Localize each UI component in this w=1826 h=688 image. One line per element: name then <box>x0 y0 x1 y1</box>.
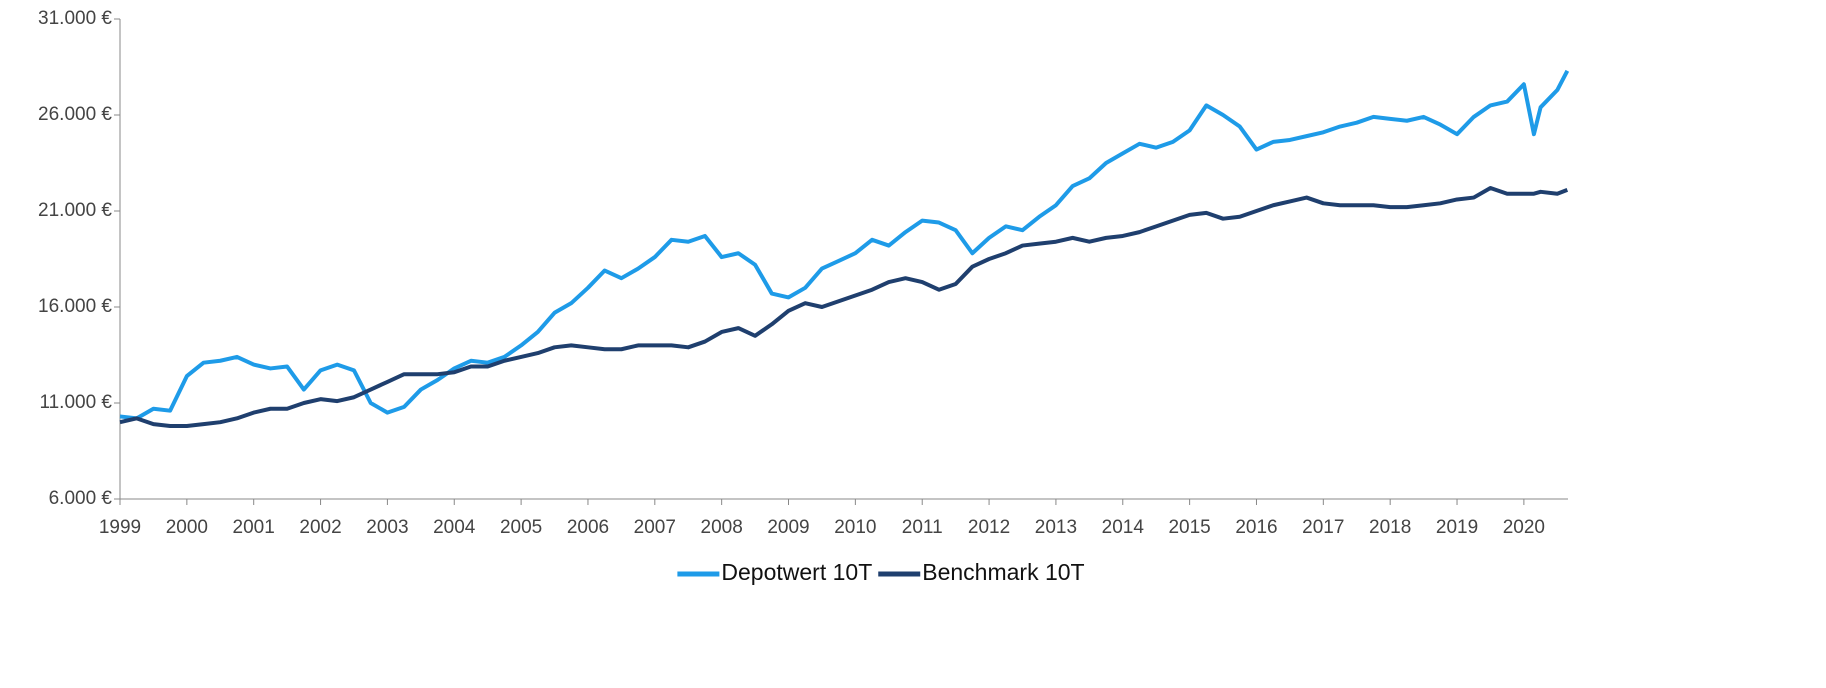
x-tick-label: 2008 <box>701 517 743 538</box>
x-tick-label: 2007 <box>634 517 676 538</box>
y-tick-label: 16.000 € <box>38 296 112 317</box>
x-tick-label: 2015 <box>1168 517 1210 538</box>
y-tick-label: 26.000 € <box>38 104 112 125</box>
legend: Depotwert 10T Benchmark 10T <box>677 559 1085 585</box>
x-tick-label: 2006 <box>567 517 609 538</box>
x-tick-label: 2018 <box>1369 517 1411 538</box>
x-tick-label: 2016 <box>1235 517 1277 538</box>
series-line <box>119 69 1570 421</box>
x-tick-label: 2010 <box>834 517 876 538</box>
x-tick-label: 2011 <box>902 517 943 538</box>
y-tick-label: 6.000 € <box>49 488 113 509</box>
y-tick-label: 11.000 € <box>39 392 112 413</box>
x-tick-label: 2020 <box>1503 517 1545 538</box>
legend-label: Depotwert 10T <box>721 559 872 585</box>
x-tick-label: 2012 <box>968 517 1010 538</box>
x-tick-label: 2001 <box>233 517 275 538</box>
x-tick-label: 2005 <box>500 517 542 538</box>
x-tick-label: 2019 <box>1436 517 1478 538</box>
x-tick-label: 2002 <box>299 517 341 538</box>
x-tick-label: 1999 <box>99 517 141 538</box>
x-tick-label: 2017 <box>1302 517 1344 538</box>
x-tick-label: 2000 <box>166 517 208 538</box>
legend-label: Benchmark 10T <box>922 559 1084 585</box>
y-tick-label: 31.000 € <box>38 8 112 29</box>
y-tick-label: 21.000 € <box>38 200 112 221</box>
x-tick-label: 2013 <box>1035 517 1077 538</box>
x-tick-label: 2014 <box>1102 517 1145 538</box>
series-line <box>119 185 1569 429</box>
x-tick-label: 2003 <box>366 517 408 538</box>
x-tick-label: 2004 <box>433 517 476 538</box>
x-tick-label: 2009 <box>767 517 809 538</box>
